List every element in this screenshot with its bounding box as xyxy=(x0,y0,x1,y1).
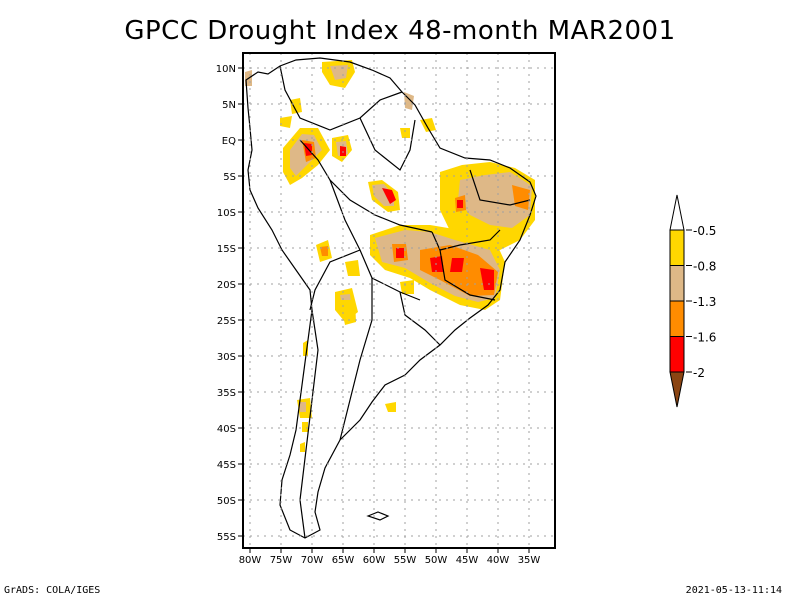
lon-tick-label: 40W xyxy=(487,555,510,566)
drought-region xyxy=(382,188,396,204)
drought-region xyxy=(450,258,464,272)
legend-swatch xyxy=(669,229,685,266)
drought-region xyxy=(430,256,444,272)
lat-tick-label: 30S xyxy=(217,352,236,363)
legend-colorbar: -0.5 -0.8 -1.3 -1.6 -2 xyxy=(669,194,716,408)
legend-label: -1.3 xyxy=(693,295,716,309)
drought-region xyxy=(345,260,360,276)
lon-tick-label: 35W xyxy=(518,555,541,566)
map-plot-area xyxy=(242,52,556,549)
country-border xyxy=(279,65,403,131)
lat-tick-label: 35S xyxy=(217,388,236,399)
coastlines xyxy=(245,57,537,539)
latitude-axis: 10N 5N EQ 5S 10S 15S 20S 25S 30S 35S 40S 45S 50S 55S xyxy=(216,64,243,543)
lat-tick-label: 20S xyxy=(217,280,236,291)
lon-tick-label: 75W xyxy=(270,555,293,566)
lon-tick-label: 50W xyxy=(425,555,448,566)
legend-top-arrow xyxy=(669,194,685,231)
lat-tick-label: 5N xyxy=(222,100,236,111)
lat-tick-label: 10N xyxy=(216,64,236,75)
legend-swatch xyxy=(669,336,685,373)
drought-region xyxy=(299,402,306,412)
island-falklands xyxy=(366,511,390,521)
legend-label: -0.8 xyxy=(693,260,716,274)
map-frame xyxy=(242,52,556,549)
lon-tick-label: 45W xyxy=(456,555,479,566)
country-border xyxy=(399,291,441,346)
chart-title: GPCC Drought Index 48-month MAR2001 xyxy=(124,16,676,46)
lat-tick-label: 5S xyxy=(223,172,236,183)
lon-tick-label: 60W xyxy=(363,555,386,566)
lon-tick-label: 80W xyxy=(239,555,262,566)
legend-label: -2 xyxy=(693,366,705,380)
country-border xyxy=(299,309,319,539)
lat-tick-label: 40S xyxy=(217,424,236,435)
grid-lines xyxy=(243,53,555,548)
drought-region xyxy=(400,280,414,294)
drought-region xyxy=(302,422,308,432)
state-border xyxy=(431,229,501,251)
country-border xyxy=(299,139,433,233)
legend-label: -0.5 xyxy=(693,224,716,238)
legend-swatch xyxy=(669,265,685,302)
state-border xyxy=(439,249,496,301)
timestamp: 2021-05-13-11:14 xyxy=(685,585,782,596)
longitude-axis: 80W 75W 70W 65W 60W 55W 50W 45W 40W 35W xyxy=(239,548,541,566)
lat-tick-label: 55S xyxy=(217,532,236,543)
drought-region xyxy=(457,200,463,208)
lat-tick-label: 15S xyxy=(217,244,236,255)
country-border xyxy=(339,278,373,441)
south-america-outline xyxy=(245,57,537,539)
lat-tick-label: 10S xyxy=(217,208,236,219)
legend-label: -1.6 xyxy=(693,331,716,345)
lat-tick-label: 25S xyxy=(217,316,236,327)
grads-credit: GrADS: COLA/IGES xyxy=(4,585,101,596)
drought-region xyxy=(385,402,396,412)
lon-tick-label: 70W xyxy=(301,555,324,566)
drought-region xyxy=(396,248,404,258)
drought-region xyxy=(280,116,292,128)
lon-tick-label: 55W xyxy=(394,555,417,566)
state-border xyxy=(469,169,531,206)
drought-region xyxy=(340,300,356,325)
lat-tick-label: 45S xyxy=(217,460,236,471)
drought-region xyxy=(300,442,305,452)
lat-tick-label: EQ xyxy=(222,136,236,147)
lat-tick-label: 50S xyxy=(217,496,236,507)
legend-bottom-arrow xyxy=(669,371,685,408)
drought-region xyxy=(290,98,302,114)
legend-swatch xyxy=(669,300,685,337)
country-border xyxy=(329,179,421,301)
lon-tick-label: 65W xyxy=(332,555,355,566)
drought-region xyxy=(400,128,410,138)
drought-region xyxy=(480,268,494,290)
